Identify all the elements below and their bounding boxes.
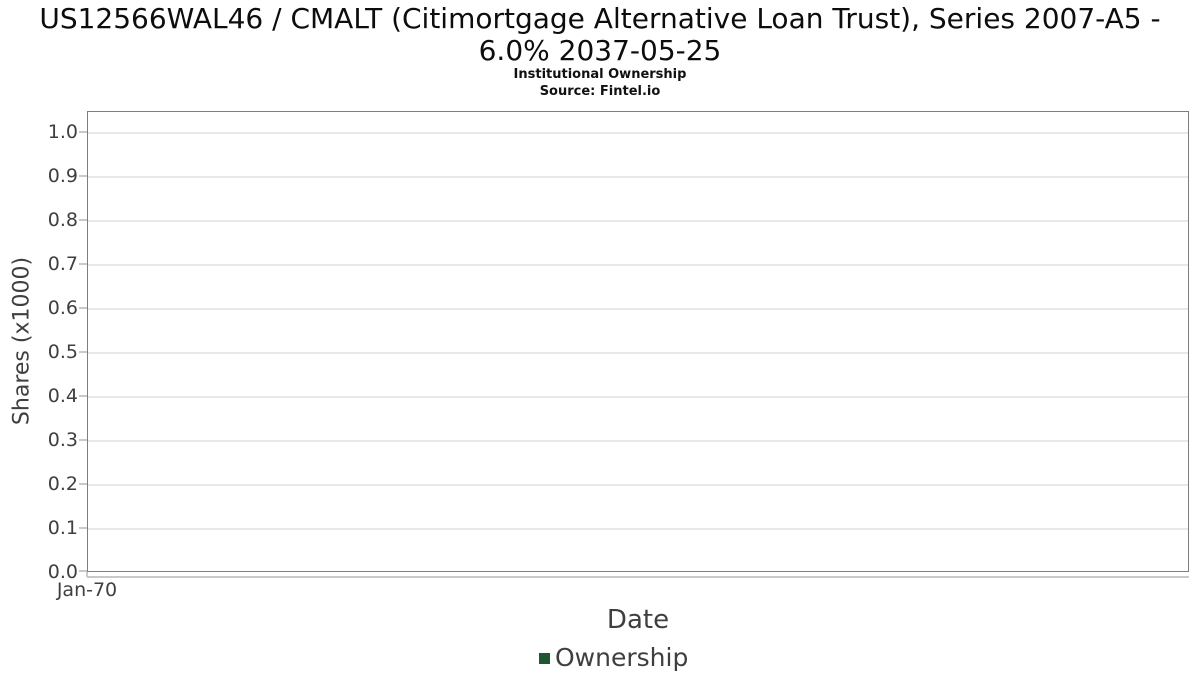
y-axis-title: Shares (x1000) [9,256,35,426]
y-tick-label: 0.7 [47,253,78,275]
x-axis-title: Date [606,605,670,635]
y-tick-label: 0.6 [47,297,78,319]
y-tick-mark [79,395,87,397]
y-tick-label: 0.5 [47,341,78,363]
chart-source: Source: Fintel.io [539,84,661,99]
y-tick-mark [79,263,87,265]
y-tick-label: 0.0 [47,561,78,583]
y-tick-label: 0.4 [47,385,78,407]
gridline [88,264,1188,266]
plot-area [87,111,1189,572]
y-tick-mark [79,307,87,309]
y-tick-label: 1.0 [47,121,78,143]
ownership-series-marker-icon [539,652,550,664]
gridline [88,352,1188,354]
x-tick-label: Jan-70 [56,579,118,601]
chart-title-line-2: 6.0% 2037-05-25 [478,34,722,67]
y-tick-mark [79,570,87,572]
y-tick-mark [79,175,87,177]
x-axis-baseline [87,576,1189,578]
y-tick-mark [79,351,87,353]
gridline [88,528,1188,530]
gridline [88,176,1188,178]
y-tick-label: 0.1 [47,517,78,539]
gridline [88,220,1188,222]
gridline [88,308,1188,310]
y-tick-mark [79,439,87,441]
y-tick-mark [79,219,87,221]
chart-subtitle: Institutional Ownership [513,67,687,82]
y-tick-mark [79,527,87,529]
x-tick-mark [86,572,88,577]
gridline [88,396,1188,398]
y-tick-label: 0.2 [47,473,78,495]
gridline [88,132,1188,134]
y-tick-label: 0.8 [47,209,78,231]
y-tick-label: 0.9 [47,165,78,187]
gridline [88,484,1188,486]
legend-item-ownership: Ownership [555,643,689,672]
y-tick-mark [79,483,87,485]
y-tick-label: 0.3 [47,429,78,451]
gridline [88,440,1188,442]
y-tick-mark [79,131,87,133]
chart-title-line-1: US12566WAL46 / CMALT (Citimortgage Alter… [39,2,1161,35]
legend: Ownership [539,644,688,672]
